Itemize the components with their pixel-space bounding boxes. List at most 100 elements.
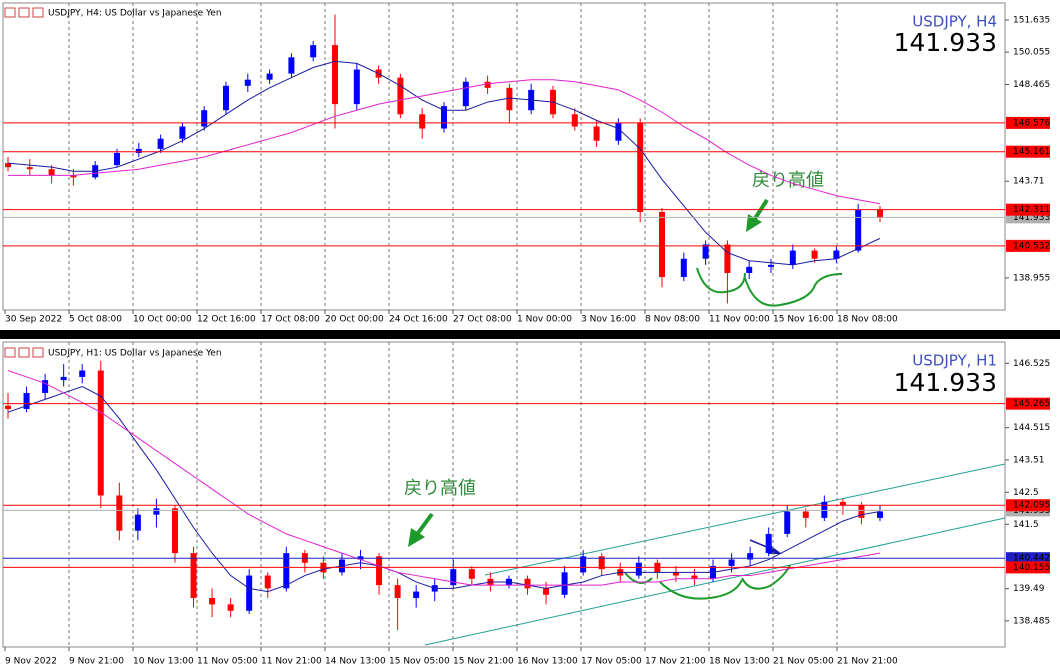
y-tick-label: 138.485 bbox=[1013, 616, 1050, 626]
x-tick-label: 20 Oct 00:00 bbox=[325, 315, 384, 325]
x-tick-label: 5 Oct 08:00 bbox=[69, 315, 122, 325]
candle-body bbox=[134, 514, 141, 531]
candle-body bbox=[116, 495, 123, 531]
candle-body bbox=[5, 405, 11, 409]
level-tag bbox=[1006, 116, 1050, 129]
level-tag bbox=[1006, 397, 1050, 410]
x-tick-label: 18 Nov 13:00 bbox=[709, 657, 770, 667]
annotation: 戻り高値 bbox=[404, 478, 476, 499]
candle-body bbox=[332, 45, 338, 105]
plot-frame bbox=[2, 341, 1006, 648]
candle-body bbox=[821, 501, 828, 518]
y-tick-label: 138.955 bbox=[1013, 273, 1050, 283]
candle-body bbox=[227, 604, 234, 611]
candle-body bbox=[97, 370, 104, 496]
candle-body bbox=[833, 250, 840, 259]
moving-average bbox=[7, 60, 881, 266]
x-tick-label: 21 Nov 21:00 bbox=[837, 657, 898, 667]
candle-body bbox=[48, 169, 55, 176]
price-display: 141.933 bbox=[894, 28, 997, 57]
x-tick-label: 17 Nov 21:00 bbox=[645, 657, 706, 667]
moving-average bbox=[7, 385, 881, 593]
candle-body bbox=[680, 258, 687, 278]
candle-body bbox=[201, 110, 208, 127]
candle-body bbox=[376, 556, 383, 586]
candle-body bbox=[702, 244, 709, 259]
level-tag bbox=[1006, 203, 1050, 216]
candle-body bbox=[70, 175, 77, 178]
candle-body bbox=[802, 511, 809, 518]
candle-body bbox=[484, 81, 491, 88]
candle-body bbox=[789, 250, 796, 265]
candle-body bbox=[784, 511, 791, 534]
candle-body bbox=[765, 533, 772, 554]
candle-body bbox=[811, 250, 818, 259]
candle-body bbox=[462, 81, 469, 107]
candle-body bbox=[244, 79, 251, 86]
x-tick-label: 17 Nov 05:00 bbox=[581, 657, 642, 667]
candle-body bbox=[223, 85, 229, 111]
level-tag-label: 145.161 bbox=[1013, 147, 1050, 157]
candle-body bbox=[524, 578, 531, 589]
level-tag bbox=[1006, 552, 1050, 565]
candle-body bbox=[441, 106, 447, 129]
y-tick-label: 139.49 bbox=[1013, 584, 1045, 594]
candle-body bbox=[637, 122, 644, 212]
candle-body bbox=[26, 167, 33, 170]
y-tick-label: 143.71 bbox=[1013, 177, 1045, 187]
x-tick-label: 11 Nov 00:00 bbox=[709, 315, 770, 325]
x-tick-label: 14 Nov 13:00 bbox=[325, 657, 386, 667]
x-tick-label: 10 Nov 13:00 bbox=[133, 657, 194, 667]
candle-body bbox=[413, 591, 420, 598]
level-tag bbox=[1006, 499, 1050, 512]
candle-body bbox=[153, 508, 160, 515]
candle-body bbox=[397, 77, 404, 115]
candle-body bbox=[23, 392, 30, 409]
symbol-label: USDJPY, H4 bbox=[912, 13, 997, 31]
x-tick-label: 15 Nov 16:00 bbox=[773, 315, 834, 325]
candle-body bbox=[353, 69, 360, 105]
x-tick-label: 24 Oct 16:00 bbox=[389, 315, 448, 325]
y-tick-label: 141.5 bbox=[1013, 520, 1039, 530]
candle-body bbox=[659, 211, 665, 278]
candle-body bbox=[672, 572, 679, 576]
x-tick-label: 11 Nov 21:00 bbox=[261, 657, 322, 667]
candle-body bbox=[135, 148, 142, 153]
level-tag-label: 140.532 bbox=[1013, 241, 1050, 251]
symbol-label: USDJPY, H1 bbox=[912, 352, 997, 370]
candle-body bbox=[310, 45, 317, 58]
header-icons bbox=[4, 7, 44, 358]
x-tick-label: 30 Sep 2022 bbox=[5, 315, 62, 325]
x-tick-label: 12 Oct 16:00 bbox=[197, 315, 256, 325]
y-tick-label: 146.525 bbox=[1013, 359, 1050, 369]
candle-body bbox=[580, 556, 587, 573]
candle-body bbox=[746, 266, 753, 273]
y-tick-label: 150.055 bbox=[1013, 48, 1050, 58]
candle-body bbox=[42, 380, 49, 393]
candle-body bbox=[266, 73, 273, 80]
candle-body bbox=[5, 163, 11, 168]
candle-body bbox=[561, 572, 568, 595]
moving-average bbox=[7, 370, 881, 586]
x-tick-label: 8 Nov 08:00 bbox=[645, 315, 700, 325]
candle-body bbox=[60, 376, 67, 381]
candle-body bbox=[543, 588, 550, 595]
candle-body bbox=[839, 501, 846, 506]
price-display: 141.933 bbox=[894, 368, 997, 397]
x-tick-label: 1 Nov 00:00 bbox=[517, 315, 572, 325]
candle-body bbox=[593, 126, 600, 141]
candle-body bbox=[858, 505, 865, 518]
x-tick-label: 21 Nov 05:00 bbox=[773, 657, 834, 667]
candle-body bbox=[283, 553, 290, 589]
chart-title: USDJPY, H4: US Dollar vs Japanese Yen bbox=[48, 9, 222, 19]
level-tag-label: 142.095 bbox=[1013, 501, 1050, 511]
x-tick-label: 16 Nov 13:00 bbox=[517, 657, 578, 667]
candle-body bbox=[171, 508, 178, 554]
x-tick-label: 17 Oct 08:00 bbox=[261, 315, 320, 325]
y-tick-label: 143.51 bbox=[1013, 455, 1045, 465]
y-tick-label: 144.515 bbox=[1013, 423, 1050, 433]
x-tick-label: 15 Nov 05:00 bbox=[389, 657, 450, 667]
candle-body bbox=[691, 575, 698, 579]
level-tag-label: 146.576 bbox=[1013, 118, 1050, 128]
candle-body bbox=[724, 244, 731, 273]
